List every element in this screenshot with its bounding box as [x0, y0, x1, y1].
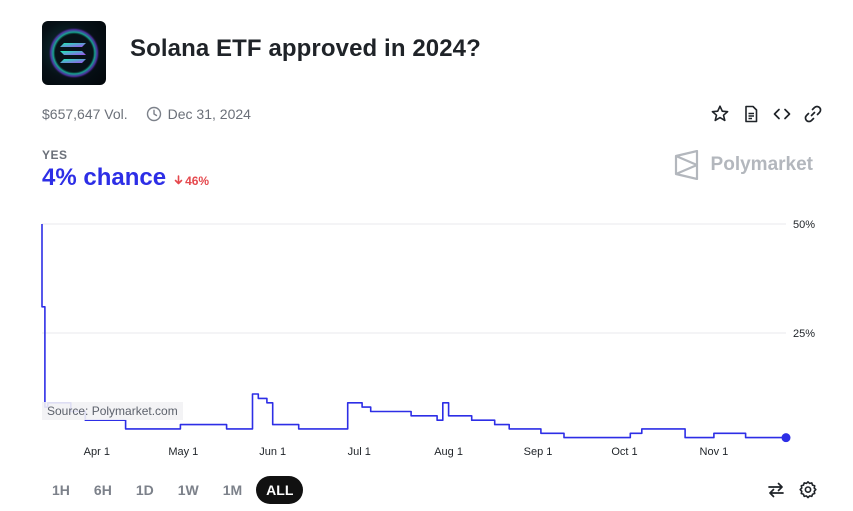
- chance-row: 4% chance 46%: [42, 164, 209, 192]
- arrow-down-icon: [174, 175, 183, 185]
- x-tick-label: Apr 1: [84, 446, 110, 458]
- market-meta: $657,647 Vol. Dec 31, 2024: [42, 106, 251, 122]
- polymarket-logo-icon: [674, 150, 698, 180]
- brand-name: Polymarket: [710, 154, 813, 175]
- x-tick-label: Jun 1: [259, 446, 286, 458]
- range-button-all[interactable]: ALL: [256, 476, 304, 504]
- range-button-6h[interactable]: 6H: [93, 482, 112, 498]
- swap-icon[interactable]: [766, 480, 786, 500]
- chart-source: Source: Polymarket.com: [42, 402, 183, 420]
- range-selector: 1H 6H 1D 1W 1M ALL: [42, 476, 304, 504]
- action-bar: [710, 104, 823, 124]
- range-button-1d[interactable]: 1D: [135, 482, 154, 498]
- x-tick-label: Sep 1: [524, 446, 553, 458]
- gear-icon[interactable]: [798, 480, 818, 500]
- brand-watermark: Polymarket: [673, 150, 813, 180]
- end-date-text: Dec 31, 2024: [167, 106, 251, 122]
- change-badge: 46%: [174, 174, 209, 188]
- series-line: [41, 224, 786, 439]
- link-icon[interactable]: [803, 104, 823, 124]
- market-title: Solana ETF approved in 2024?: [130, 35, 481, 62]
- range-button-1h[interactable]: 1H: [52, 482, 70, 498]
- y-tick-label: 25%: [793, 328, 815, 340]
- series-endpoint[interactable]: [781, 433, 791, 443]
- market-logo: [42, 21, 106, 85]
- x-tick-label: Jul 1: [348, 446, 371, 458]
- outcome-label: YES: [42, 148, 68, 162]
- code-icon[interactable]: [772, 104, 792, 124]
- clock-icon: [146, 106, 161, 122]
- chance-value: 4% chance: [42, 164, 167, 191]
- x-tick-label: Aug 1: [434, 446, 463, 458]
- solana-logo-icon: [48, 27, 100, 79]
- x-tick-label: Oct 1: [611, 446, 637, 458]
- range-button-1w[interactable]: 1W: [177, 482, 199, 498]
- change-value: 46%: [185, 174, 210, 188]
- volume-text: $657,647 Vol.: [42, 106, 128, 122]
- y-tick-label: 50%: [793, 219, 815, 231]
- star-icon[interactable]: [710, 104, 730, 124]
- x-tick-label: May 1: [168, 446, 198, 458]
- chart-tools: [766, 480, 818, 500]
- range-button-1m[interactable]: 1M: [222, 482, 243, 498]
- document-icon[interactable]: [741, 104, 761, 124]
- x-tick-label: Nov 1: [700, 446, 729, 458]
